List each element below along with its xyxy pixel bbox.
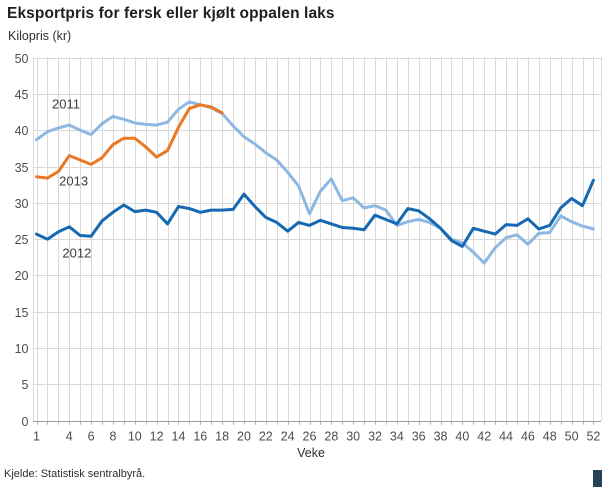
series-label-2011: 2011 <box>51 96 80 112</box>
y-tick-label: 5 <box>22 378 29 392</box>
y-tick-label: 40 <box>15 124 29 138</box>
x-tick-label: 20 <box>237 430 251 444</box>
series-line-2012 <box>35 178 595 248</box>
chart-title: Eksportpris for fersk eller kjølt oppale… <box>7 5 335 22</box>
ssb-logo-square <box>593 470 602 487</box>
x-tick-label: 14 <box>172 430 186 444</box>
y-tick-label: 25 <box>15 233 29 247</box>
y-tick-label: 0 <box>22 415 29 429</box>
x-tick-label: 30 <box>346 430 360 444</box>
y-tick-label: 45 <box>15 88 29 102</box>
x-tick-label: 34 <box>390 430 404 444</box>
series-label-2013: 2013 <box>59 173 89 189</box>
x-tick-label: 28 <box>324 430 338 444</box>
y-tick-label: 35 <box>15 161 29 175</box>
x-tick-label: 16 <box>193 430 207 444</box>
x-tick-label: 1 <box>33 430 40 444</box>
y-tick-label: 15 <box>15 306 29 320</box>
x-tick-label: 24 <box>281 430 295 444</box>
y-tick-label: 10 <box>15 342 29 356</box>
x-tick-label: 42 <box>477 430 491 444</box>
x-tick-label: 40 <box>455 430 469 444</box>
x-tick-label: 52 <box>586 430 600 444</box>
series-label-2012: 2012 <box>62 245 92 261</box>
x-tick-label: 48 <box>543 430 557 444</box>
x-tick-label: 44 <box>499 430 513 444</box>
x-tick-label: 12 <box>150 430 164 444</box>
x-tick-label: 6 <box>88 430 95 444</box>
x-axis-title: Veke <box>297 446 325 460</box>
source-note: Kjelde: Statistisk sentralbyrå. <box>4 468 146 480</box>
x-tick-label: 8 <box>109 430 116 444</box>
x-tick-label: 10 <box>128 430 142 444</box>
x-tick-label: 46 <box>521 430 535 444</box>
x-tick-label: 26 <box>303 430 317 444</box>
x-tick-label: 22 <box>259 430 273 444</box>
y-tick-label: 30 <box>15 197 29 211</box>
x-tick-label: 38 <box>434 430 448 444</box>
y-tick-label: 50 <box>15 52 29 66</box>
x-tick-label: 32 <box>368 430 382 444</box>
x-tick-label: 36 <box>412 430 426 444</box>
x-tick-label: 50 <box>565 430 579 444</box>
series-line-2011 <box>35 100 595 265</box>
series-line-2013 <box>35 103 224 180</box>
x-tick-label: 18 <box>215 430 229 444</box>
y-tick-label: 20 <box>15 269 29 283</box>
x-tick-label: 4 <box>66 430 73 444</box>
y-axis-title: Kilopris (kr) <box>8 29 72 43</box>
